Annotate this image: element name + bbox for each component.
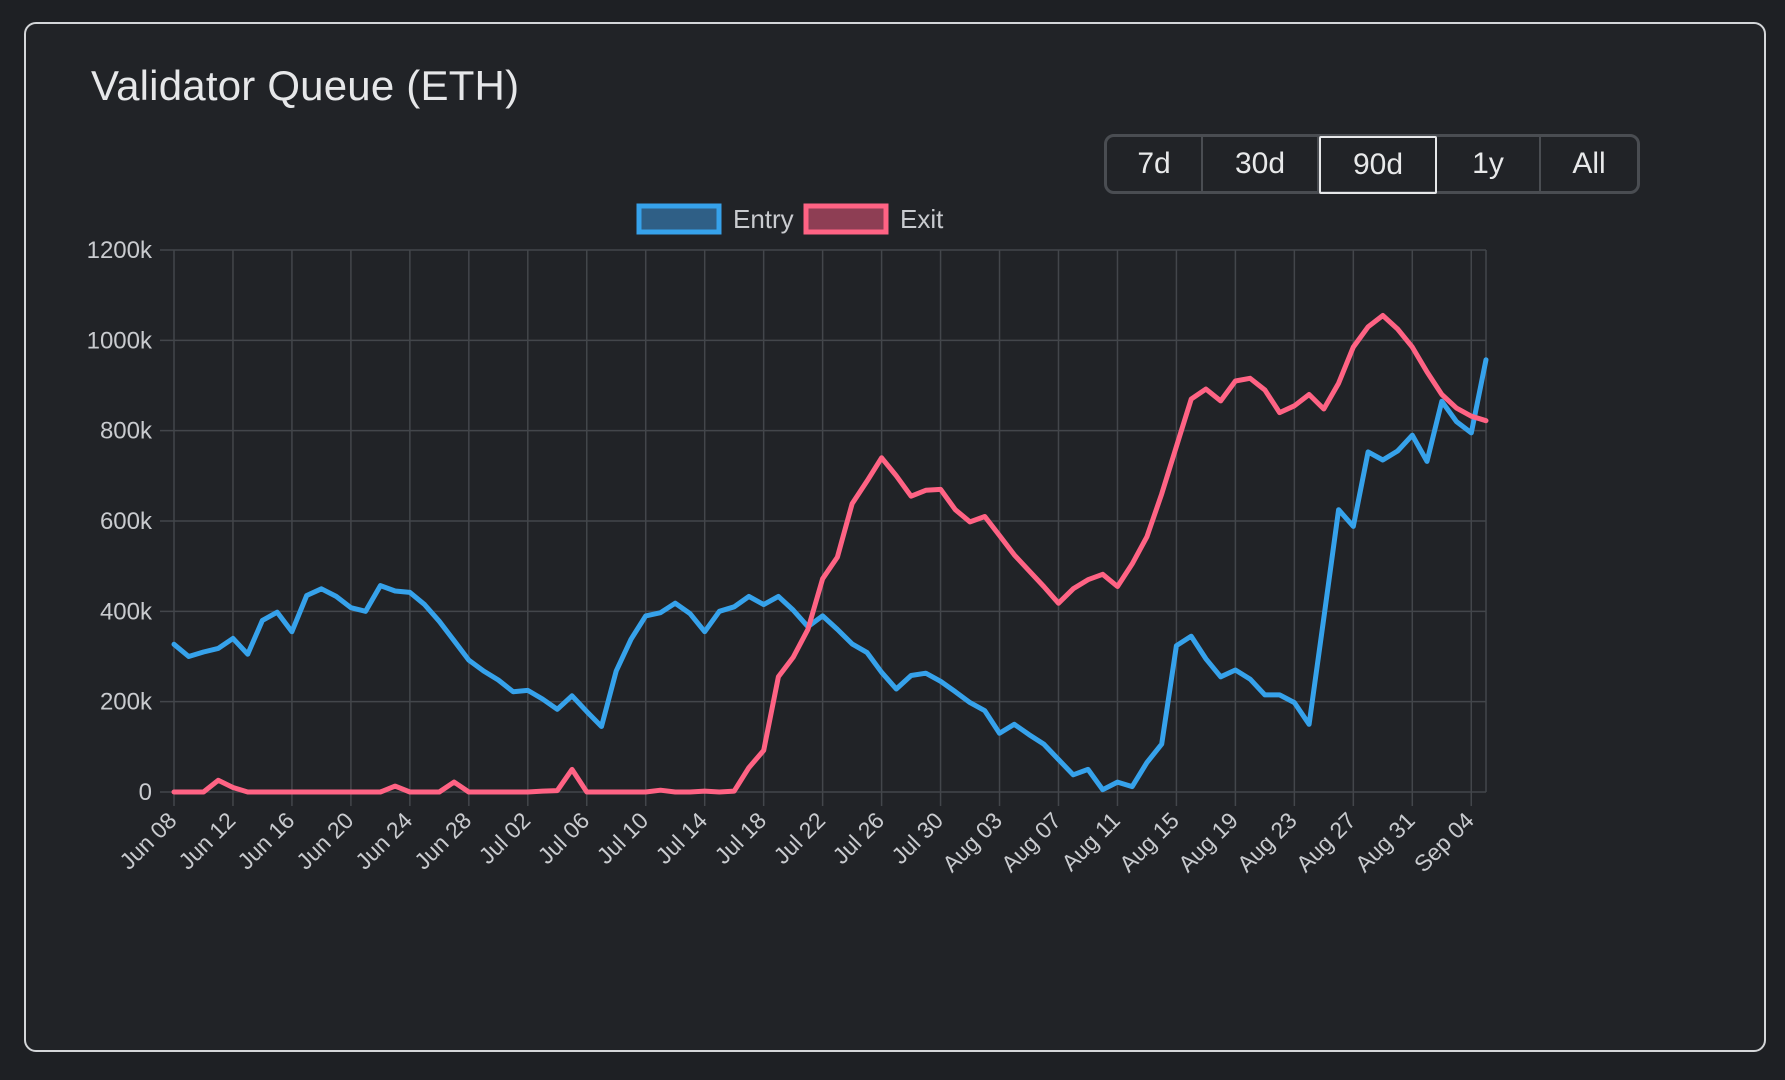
x-tick-label: Jul 10 [591, 807, 653, 869]
card-title: Validator Queue (ETH) [91, 62, 520, 109]
range-button-30d[interactable]: 30d [1203, 137, 1319, 191]
x-tick-label: Aug 07 [996, 807, 1066, 877]
y-tick-label: 400k [100, 598, 153, 625]
legend-label: Entry [733, 204, 794, 234]
time-range-selector: 7d 30d 90d 1y All [1104, 134, 1640, 194]
x-tick-label: Jul 18 [709, 807, 771, 869]
x-tick-label: Jun 24 [350, 807, 417, 874]
range-button-7d[interactable]: 7d [1107, 137, 1203, 191]
x-tick-label: Aug 27 [1291, 807, 1361, 877]
x-tick-label: Aug 23 [1232, 807, 1302, 877]
y-tick-label: 1000k [87, 327, 153, 354]
x-tick-label: Aug 31 [1350, 807, 1420, 877]
x-tick-label: Jul 06 [533, 807, 595, 869]
x-tick-label: Aug 15 [1114, 807, 1184, 877]
series-line-exit [171, 313, 1489, 795]
x-tick-label: Sep 04 [1409, 807, 1479, 877]
x-tick-label: Jul 22 [768, 807, 830, 869]
legend: Entry Exit [636, 203, 944, 235]
x-tick-label: Jun 20 [291, 807, 358, 874]
x-tick-label: Jul 02 [474, 807, 536, 869]
range-button-90d[interactable]: 90d [1319, 136, 1437, 194]
y-tick-label: 0 [139, 779, 152, 806]
x-tick-label: Jun 16 [232, 807, 299, 874]
y-axis: 0 200k 400k 600k 800k 1000k 1200k [87, 237, 153, 806]
y-tick-label: 600k [100, 508, 153, 535]
grid [160, 249, 1487, 806]
x-tick-label: Aug 19 [1173, 807, 1243, 877]
legend-swatch [636, 203, 722, 235]
range-button-1y[interactable]: 1y [1437, 137, 1541, 191]
x-tick-label: Aug 11 [1056, 807, 1125, 876]
y-tick-label: 800k [100, 418, 153, 445]
x-tick-label: Jul 14 [650, 807, 712, 869]
x-tick-label: Jun 12 [173, 807, 240, 874]
legend-item-entry[interactable]: Entry [636, 203, 794, 235]
x-tick-label: Aug 03 [937, 807, 1007, 877]
x-tick-label: Jun 28 [409, 807, 476, 874]
legend-item-exit[interactable]: Exit [803, 203, 944, 235]
chart-card: Validator Queue (ETH) 7d 30d 90d 1y All 0 200… [24, 22, 1766, 1052]
y-tick-label: 200k [100, 689, 153, 716]
legend-label: Exit [900, 204, 944, 234]
x-tick-label: Jun 08 [114, 807, 181, 874]
series-line-entry [171, 357, 1489, 793]
y-tick-label: 1200k [87, 237, 153, 264]
x-tick-label: Jul 26 [827, 807, 889, 869]
legend-swatch [803, 203, 889, 235]
range-button-all[interactable]: All [1572, 147, 1606, 180]
